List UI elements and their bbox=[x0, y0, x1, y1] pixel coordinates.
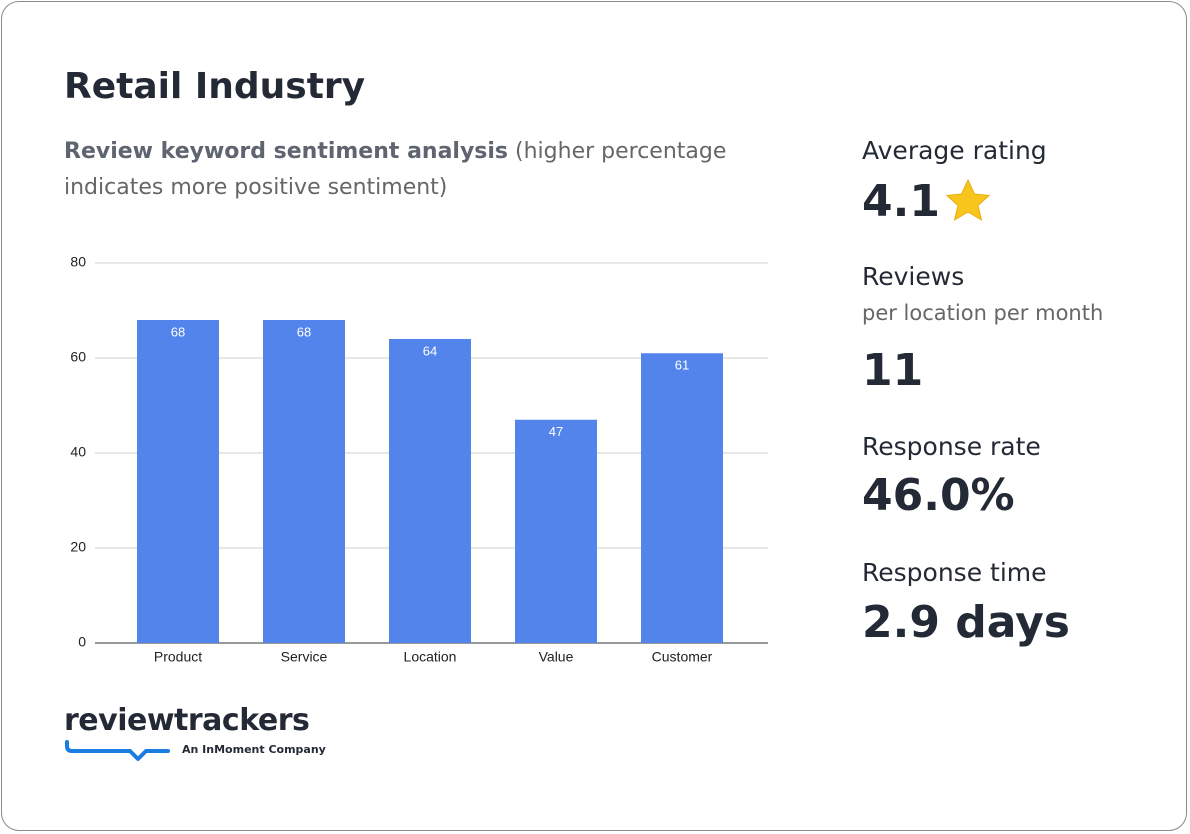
x-tick-label: Service bbox=[281, 649, 328, 665]
logo-tagline: An InMoment Company bbox=[182, 743, 326, 756]
stat-label: Average rating bbox=[862, 136, 1047, 165]
bar bbox=[137, 320, 219, 643]
bar bbox=[389, 339, 471, 643]
x-tick-label: Value bbox=[539, 649, 574, 665]
bar bbox=[515, 419, 597, 643]
logo-underline bbox=[65, 740, 170, 761]
stat-label: Response time bbox=[862, 558, 1047, 587]
bar bbox=[263, 320, 345, 643]
y-tick-label: 40 bbox=[70, 444, 86, 460]
stat-label: Reviews bbox=[862, 262, 965, 291]
data-label: 61 bbox=[675, 358, 689, 373]
y-tick-label: 20 bbox=[70, 539, 86, 555]
star-icon bbox=[945, 178, 991, 222]
stat-value: 4.1 bbox=[862, 176, 940, 227]
stat-value: 46.0% bbox=[862, 470, 1015, 521]
title: Retail Industry bbox=[64, 66, 366, 107]
subtitle: Review keyword sentiment analysis (highe… bbox=[64, 134, 744, 206]
stat-value: 11 bbox=[862, 345, 924, 396]
y-tick-label: 60 bbox=[70, 349, 86, 365]
bar bbox=[641, 353, 723, 643]
data-label: 68 bbox=[297, 324, 311, 339]
logo: reviewtrackers bbox=[64, 703, 310, 738]
y-tick-label: 0 bbox=[78, 634, 86, 650]
data-label: 47 bbox=[549, 424, 563, 439]
stat-label: Response rate bbox=[862, 432, 1041, 461]
subtitle-rest: (higher percentage indicates more positi… bbox=[64, 139, 727, 200]
stat-value: 2.9 days bbox=[862, 597, 1070, 648]
y-tick-label: 80 bbox=[70, 254, 86, 270]
x-tick-label: Customer bbox=[652, 649, 713, 665]
x-tick-label: Product bbox=[154, 649, 202, 665]
x-tick-label: Location bbox=[404, 649, 457, 665]
data-label: 64 bbox=[423, 343, 437, 358]
subtitle-bold: Review keyword sentiment analysis bbox=[64, 139, 509, 164]
stat-sublabel: per location per month bbox=[862, 301, 1104, 325]
data-label: 68 bbox=[171, 324, 185, 339]
